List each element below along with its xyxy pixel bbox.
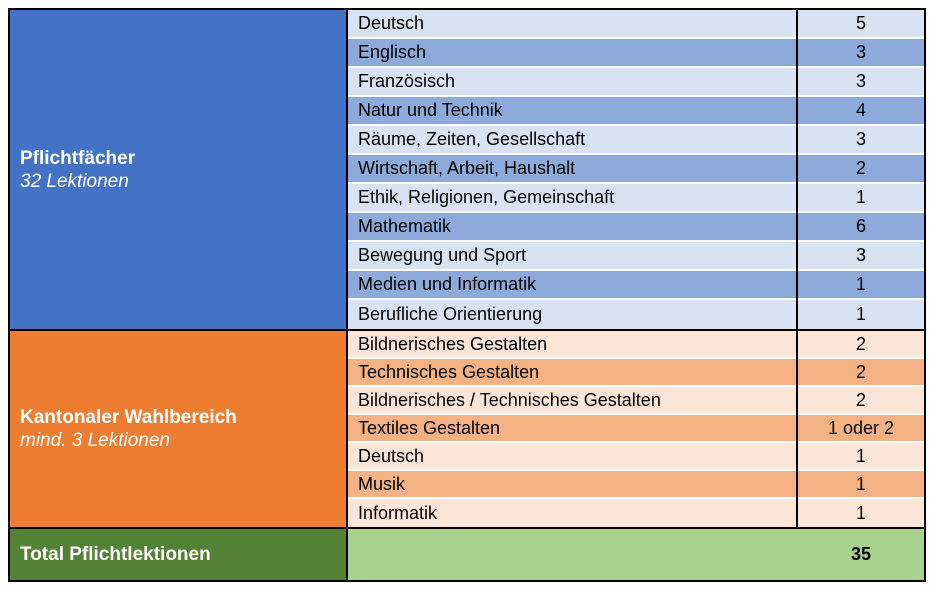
- subject-cell: Deutsch: [358, 445, 425, 466]
- lessons-cell: 2: [855, 333, 866, 354]
- table-row: Räume, Zeiten, Gesellschaft 3: [348, 126, 924, 155]
- lessons-cell: 3: [855, 129, 866, 149]
- subject-cell: Mathematik: [358, 216, 452, 236]
- subject-cell: Bildnerisches / Technisches Gestalten: [358, 389, 661, 410]
- lessons-cell: 4: [855, 100, 866, 120]
- table-row: Musik 1: [348, 471, 924, 499]
- total-value-area: 35: [348, 529, 924, 580]
- table-row: Textiles Gestalten 1 oder 2: [348, 415, 924, 443]
- table-row: Bewegung und Sport 3: [348, 242, 924, 271]
- total-value: 35: [850, 544, 872, 564]
- subject-cell: Technisches Gestalten: [358, 361, 540, 382]
- subject-cell: Medien und Informatik: [358, 274, 537, 294]
- subject-cell: Textiles Gestalten: [358, 417, 501, 438]
- table-row: Natur und Technik 4: [348, 97, 924, 126]
- subject-cell: Natur und Technik: [358, 100, 503, 120]
- table-row: Französisch 3: [348, 68, 924, 97]
- lessons-cell: 1: [855, 274, 866, 294]
- table-row: Medien und Informatik 1: [348, 271, 924, 300]
- curriculum-table: Pflichtfächer 32 Lektionen Deutsch 5 Eng…: [8, 8, 926, 582]
- lessons-cell: 3: [855, 245, 866, 265]
- section-label: Kantonaler Wahlbereich: [20, 407, 237, 428]
- subject-cell: Französisch: [358, 71, 456, 91]
- table-row: Bildnerisches Gestalten 2: [348, 331, 924, 359]
- section-sublabel: mind. 3 Lektionen: [20, 430, 170, 451]
- section-wahlbereich-header: Kantonaler Wahlbereich mind. 3 Lektionen: [10, 331, 348, 527]
- table-row: Ethik, Religionen, Gemeinschaft 1: [348, 184, 924, 213]
- subject-cell: Bewegung und Sport: [358, 245, 527, 265]
- section-sublabel: 32 Lektionen: [20, 170, 129, 192]
- lessons-cell: 1: [855, 473, 866, 494]
- lessons-cell: 5: [855, 13, 866, 33]
- subject-cell: Ethik, Religionen, Gemeinschaft: [358, 187, 615, 207]
- table-row: Englisch 3: [348, 39, 924, 68]
- lessons-cell: 1: [855, 502, 866, 523]
- subject-cell: Informatik: [358, 502, 438, 523]
- column-divider: [796, 331, 798, 527]
- lessons-cell: 3: [855, 42, 866, 62]
- table-row: Deutsch 1: [348, 443, 924, 471]
- lessons-cell: 2: [855, 158, 866, 178]
- lessons-cell: 1: [855, 445, 866, 466]
- lessons-cell: 1 oder 2: [827, 417, 895, 438]
- subject-cell: Bildnerisches Gestalten: [358, 333, 548, 354]
- section-pflichtfaecher: Pflichtfächer 32 Lektionen Deutsch 5 Eng…: [10, 10, 924, 331]
- subject-cell: Musik: [358, 473, 406, 494]
- total-row: Total Pflichtlektionen 35: [10, 529, 924, 580]
- subject-cell: Berufliche Orientierung: [358, 304, 543, 324]
- table-row: Berufliche Orientierung 1: [348, 300, 924, 329]
- section-wahlbereich: Kantonaler Wahlbereich mind. 3 Lektionen…: [10, 331, 924, 529]
- column-divider: [796, 10, 798, 329]
- lessons-cell: 1: [855, 304, 866, 324]
- subject-cell: Englisch: [358, 42, 427, 62]
- table-row: Informatik 1: [348, 499, 924, 527]
- table-row: Wirtschaft, Arbeit, Haushalt 2: [348, 155, 924, 184]
- subject-cell: Räume, Zeiten, Gesellschaft: [358, 129, 586, 149]
- section-label: Pflichtfächer: [20, 147, 136, 169]
- subject-cell: Wirtschaft, Arbeit, Haushalt: [358, 158, 576, 178]
- lessons-cell: 3: [855, 71, 866, 91]
- section-wahlbereich-rows: Bildnerisches Gestalten 2 Technisches Ge…: [348, 331, 924, 527]
- table-row: Bildnerisches / Technisches Gestalten 2: [348, 387, 924, 415]
- subject-cell: Deutsch: [358, 13, 425, 33]
- table-row: Technisches Gestalten 2: [348, 359, 924, 387]
- total-label: Total Pflichtlektionen: [10, 529, 348, 580]
- lessons-cell: 2: [855, 389, 866, 410]
- lessons-cell: 1: [855, 187, 866, 207]
- table-row: Mathematik 6: [348, 213, 924, 242]
- table-row: Deutsch 5: [348, 10, 924, 39]
- section-pflichtfaecher-header: Pflichtfächer 32 Lektionen: [10, 10, 348, 329]
- section-pflichtfaecher-rows: Deutsch 5 Englisch 3 Französisch 3 Natur…: [348, 10, 924, 329]
- lessons-cell: 6: [855, 216, 866, 236]
- lessons-cell: 2: [855, 361, 866, 382]
